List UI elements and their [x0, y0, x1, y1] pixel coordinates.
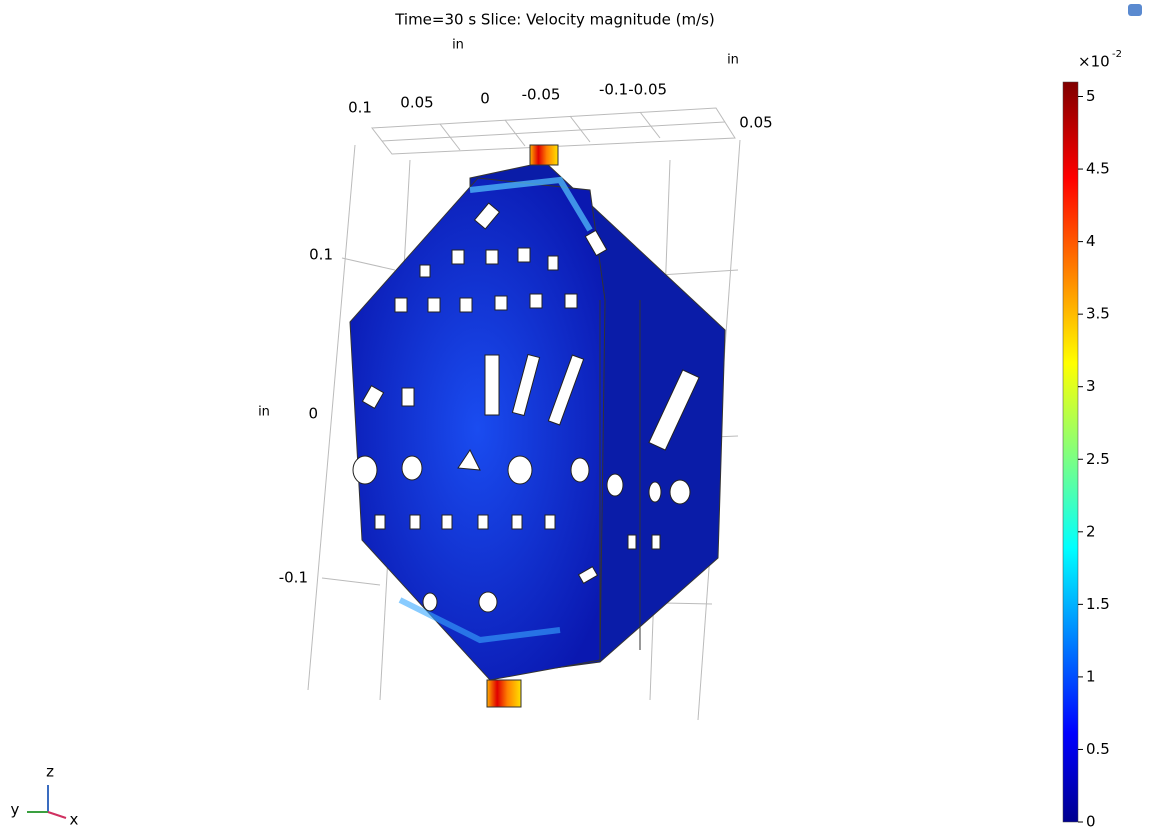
axis-tick-label: 0 [308, 405, 318, 423]
unit-label: in [452, 38, 464, 53]
axis-tick-label: -0.05 [522, 86, 561, 104]
axis-tick-label: -0.1-0.05 [599, 81, 667, 99]
colorbar-tick-label: 0.5 [1086, 740, 1110, 758]
colorbar-tick-label: 1.5 [1086, 595, 1110, 613]
colorbar-tick-label: 2 [1086, 522, 1096, 540]
colorbar-tick-label: 4.5 [1086, 160, 1110, 178]
axis-tick-label: 0.05 [739, 114, 772, 132]
axis-triad: z y x [11, 763, 79, 829]
colorbar-tick-label: 2.5 [1086, 450, 1110, 468]
triad-label: z [46, 763, 54, 781]
colorbar-tick-label: 4 [1086, 232, 1096, 250]
colorbar-tick-label: 0 [1086, 813, 1096, 831]
unit-label: in [727, 53, 739, 68]
window-icon[interactable] [1128, 4, 1142, 16]
axis-tick-label: 0 [480, 90, 490, 108]
colorbar-tick-label: 1 [1086, 667, 1096, 685]
axis-tick-label: 0.1 [348, 99, 372, 117]
triad-label: y [11, 801, 20, 819]
colorbar: ×10 -2 [1078, 49, 1122, 71]
colorbar-exponent: -2 [1112, 49, 1122, 60]
colorbar-gradient [1062, 81, 1079, 823]
title: Time=30 s Slice: Velocity magnitude (m/s… [394, 11, 715, 29]
unit-label: in [258, 405, 270, 420]
triad-label: x [70, 811, 79, 829]
colorbar-tick-label: 5 [1086, 87, 1096, 105]
geometry [349, 144, 726, 708]
colorbar-tick-label: 3 [1086, 377, 1096, 395]
colorbar-tick-label: 3.5 [1086, 305, 1110, 323]
colorbar-multiplier: ×10 [1078, 53, 1110, 71]
axis-tick-label: 0.1 [309, 246, 333, 264]
axis-tick-label: -0.1 [279, 569, 308, 587]
axis-tick-label: 0.05 [400, 94, 433, 112]
